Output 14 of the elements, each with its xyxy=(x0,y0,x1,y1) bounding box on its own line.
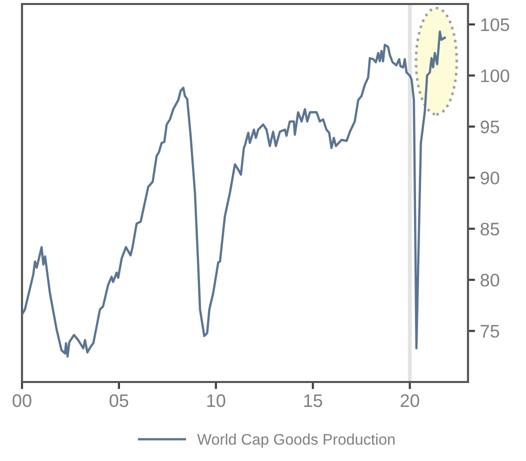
y-tick-label: 85 xyxy=(480,222,500,236)
y-tick-label: 100 xyxy=(481,69,510,82)
y-tick-label: 95 xyxy=(480,120,500,134)
x-tick-label: 00 xyxy=(12,394,32,408)
legend-label: World Cap Goods Production xyxy=(197,434,395,448)
y-tick-label: 75 xyxy=(480,325,500,338)
y-tick-label: 80 xyxy=(480,274,500,287)
x-tick-label: 05 xyxy=(110,394,128,408)
x-tick-label: 20 xyxy=(400,394,420,408)
x-tick-label: 15 xyxy=(304,394,322,408)
x-tick-label: 10 xyxy=(207,394,226,408)
y-tick-label: 90 xyxy=(480,172,500,184)
line-series xyxy=(22,30,446,358)
y-tick-label: 105 xyxy=(481,18,510,32)
